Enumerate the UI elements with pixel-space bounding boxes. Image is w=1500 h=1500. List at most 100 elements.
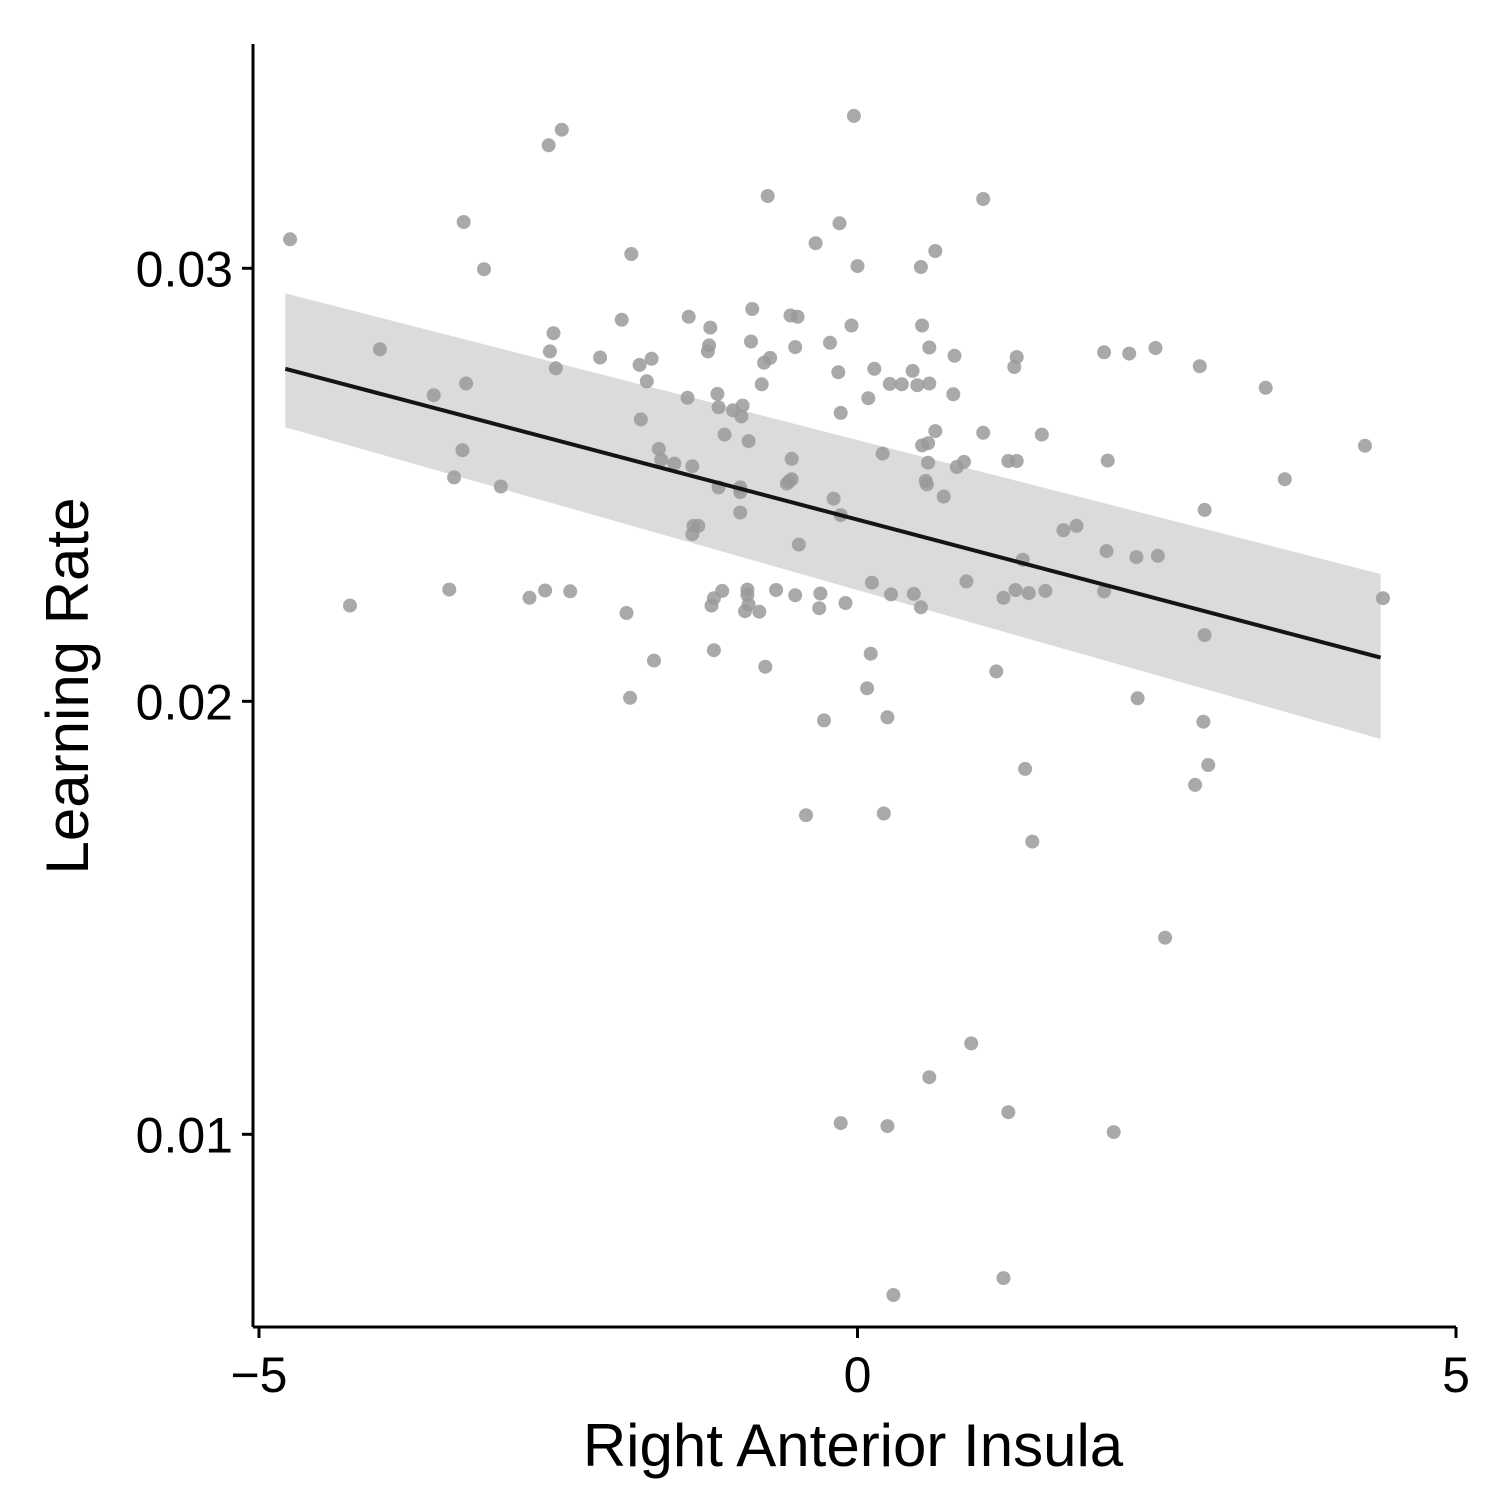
data-point bbox=[788, 340, 803, 355]
data-point bbox=[685, 459, 700, 474]
data-point bbox=[1021, 586, 1036, 601]
data-point bbox=[860, 681, 875, 696]
data-point bbox=[922, 376, 937, 391]
data-point bbox=[959, 574, 974, 589]
data-point bbox=[711, 400, 726, 415]
data-point bbox=[784, 451, 799, 466]
y-axis-title: Learning Rate bbox=[34, 498, 101, 875]
ticks-layer: −5 0 5 0.01 0.02 0.03 bbox=[136, 241, 1470, 1403]
data-point bbox=[343, 598, 357, 613]
data-point bbox=[812, 601, 827, 616]
data-point bbox=[915, 318, 930, 333]
data-point bbox=[922, 340, 937, 355]
data-point bbox=[734, 409, 749, 424]
data-point bbox=[989, 664, 1004, 679]
y-tick-label: 0.02 bbox=[136, 674, 233, 730]
data-point bbox=[706, 643, 721, 658]
data-point bbox=[928, 424, 943, 439]
data-point bbox=[1009, 454, 1024, 468]
data-point bbox=[477, 262, 491, 277]
data-point bbox=[758, 659, 773, 674]
regression-line-layer bbox=[284, 366, 1382, 660]
data-point bbox=[850, 259, 865, 274]
data-point bbox=[826, 491, 841, 506]
data-point bbox=[763, 350, 778, 365]
data-point bbox=[947, 348, 962, 363]
data-point bbox=[647, 653, 661, 668]
data-point bbox=[867, 361, 882, 376]
data-point bbox=[685, 527, 700, 542]
data-point bbox=[791, 537, 806, 552]
data-point bbox=[735, 398, 750, 413]
data-point bbox=[447, 470, 462, 485]
data-point bbox=[614, 312, 629, 327]
data-point bbox=[861, 391, 876, 406]
data-point bbox=[846, 108, 861, 123]
data-point bbox=[769, 583, 784, 597]
data-point bbox=[832, 216, 847, 231]
data-point bbox=[459, 376, 474, 391]
data-point bbox=[715, 583, 730, 598]
x-tick-label: 5 bbox=[1442, 1347, 1470, 1403]
x-tick-label: 0 bbox=[844, 1347, 872, 1403]
data-point bbox=[1025, 834, 1040, 849]
data-point bbox=[882, 376, 897, 391]
data-point bbox=[1056, 523, 1071, 538]
data-point bbox=[876, 806, 891, 821]
data-point bbox=[1038, 583, 1053, 598]
data-point bbox=[541, 138, 556, 153]
data-point bbox=[593, 350, 608, 365]
data-point bbox=[910, 378, 925, 393]
data-point bbox=[1197, 628, 1212, 643]
data-point bbox=[921, 436, 936, 451]
data-point bbox=[1122, 346, 1137, 361]
data-point bbox=[833, 1116, 848, 1131]
data-point bbox=[700, 344, 715, 359]
data-point bbox=[831, 365, 846, 380]
data-point bbox=[996, 590, 1011, 605]
data-point bbox=[905, 363, 920, 378]
data-point bbox=[1201, 758, 1216, 772]
data-point bbox=[1100, 453, 1115, 468]
data-point bbox=[964, 1036, 979, 1051]
data-point bbox=[522, 590, 537, 605]
data-point bbox=[283, 232, 298, 247]
data-point bbox=[752, 604, 767, 619]
data-point bbox=[1008, 583, 1023, 597]
data-point bbox=[623, 690, 638, 705]
data-point bbox=[546, 326, 561, 341]
data-point bbox=[1258, 380, 1273, 395]
data-point bbox=[996, 1271, 1011, 1286]
data-point bbox=[548, 361, 563, 376]
data-point bbox=[456, 215, 471, 229]
data-point bbox=[644, 351, 659, 366]
data-point bbox=[1106, 1125, 1121, 1140]
data-point bbox=[808, 236, 823, 251]
data-point bbox=[844, 318, 859, 333]
regression-line bbox=[284, 366, 1382, 660]
data-point bbox=[744, 334, 758, 349]
data-point bbox=[1376, 591, 1390, 606]
data-point bbox=[838, 596, 853, 610]
data-point bbox=[1099, 544, 1114, 559]
data-point bbox=[1007, 360, 1022, 374]
data-point bbox=[1148, 341, 1163, 355]
data-point bbox=[651, 441, 666, 456]
data-point bbox=[880, 1119, 895, 1134]
data-point bbox=[1192, 359, 1207, 374]
data-point bbox=[921, 455, 936, 470]
data-point bbox=[788, 588, 803, 603]
data-point bbox=[928, 244, 943, 258]
data-point bbox=[1158, 930, 1173, 945]
data-point bbox=[799, 808, 813, 823]
data-point bbox=[703, 320, 718, 335]
data-point bbox=[922, 1070, 937, 1085]
data-point bbox=[442, 582, 457, 597]
data-point bbox=[710, 386, 725, 401]
data-point bbox=[538, 583, 553, 598]
data-point bbox=[976, 192, 991, 206]
data-point bbox=[1069, 518, 1084, 533]
data-point bbox=[864, 575, 879, 590]
x-tick-label: −5 bbox=[230, 1347, 287, 1403]
